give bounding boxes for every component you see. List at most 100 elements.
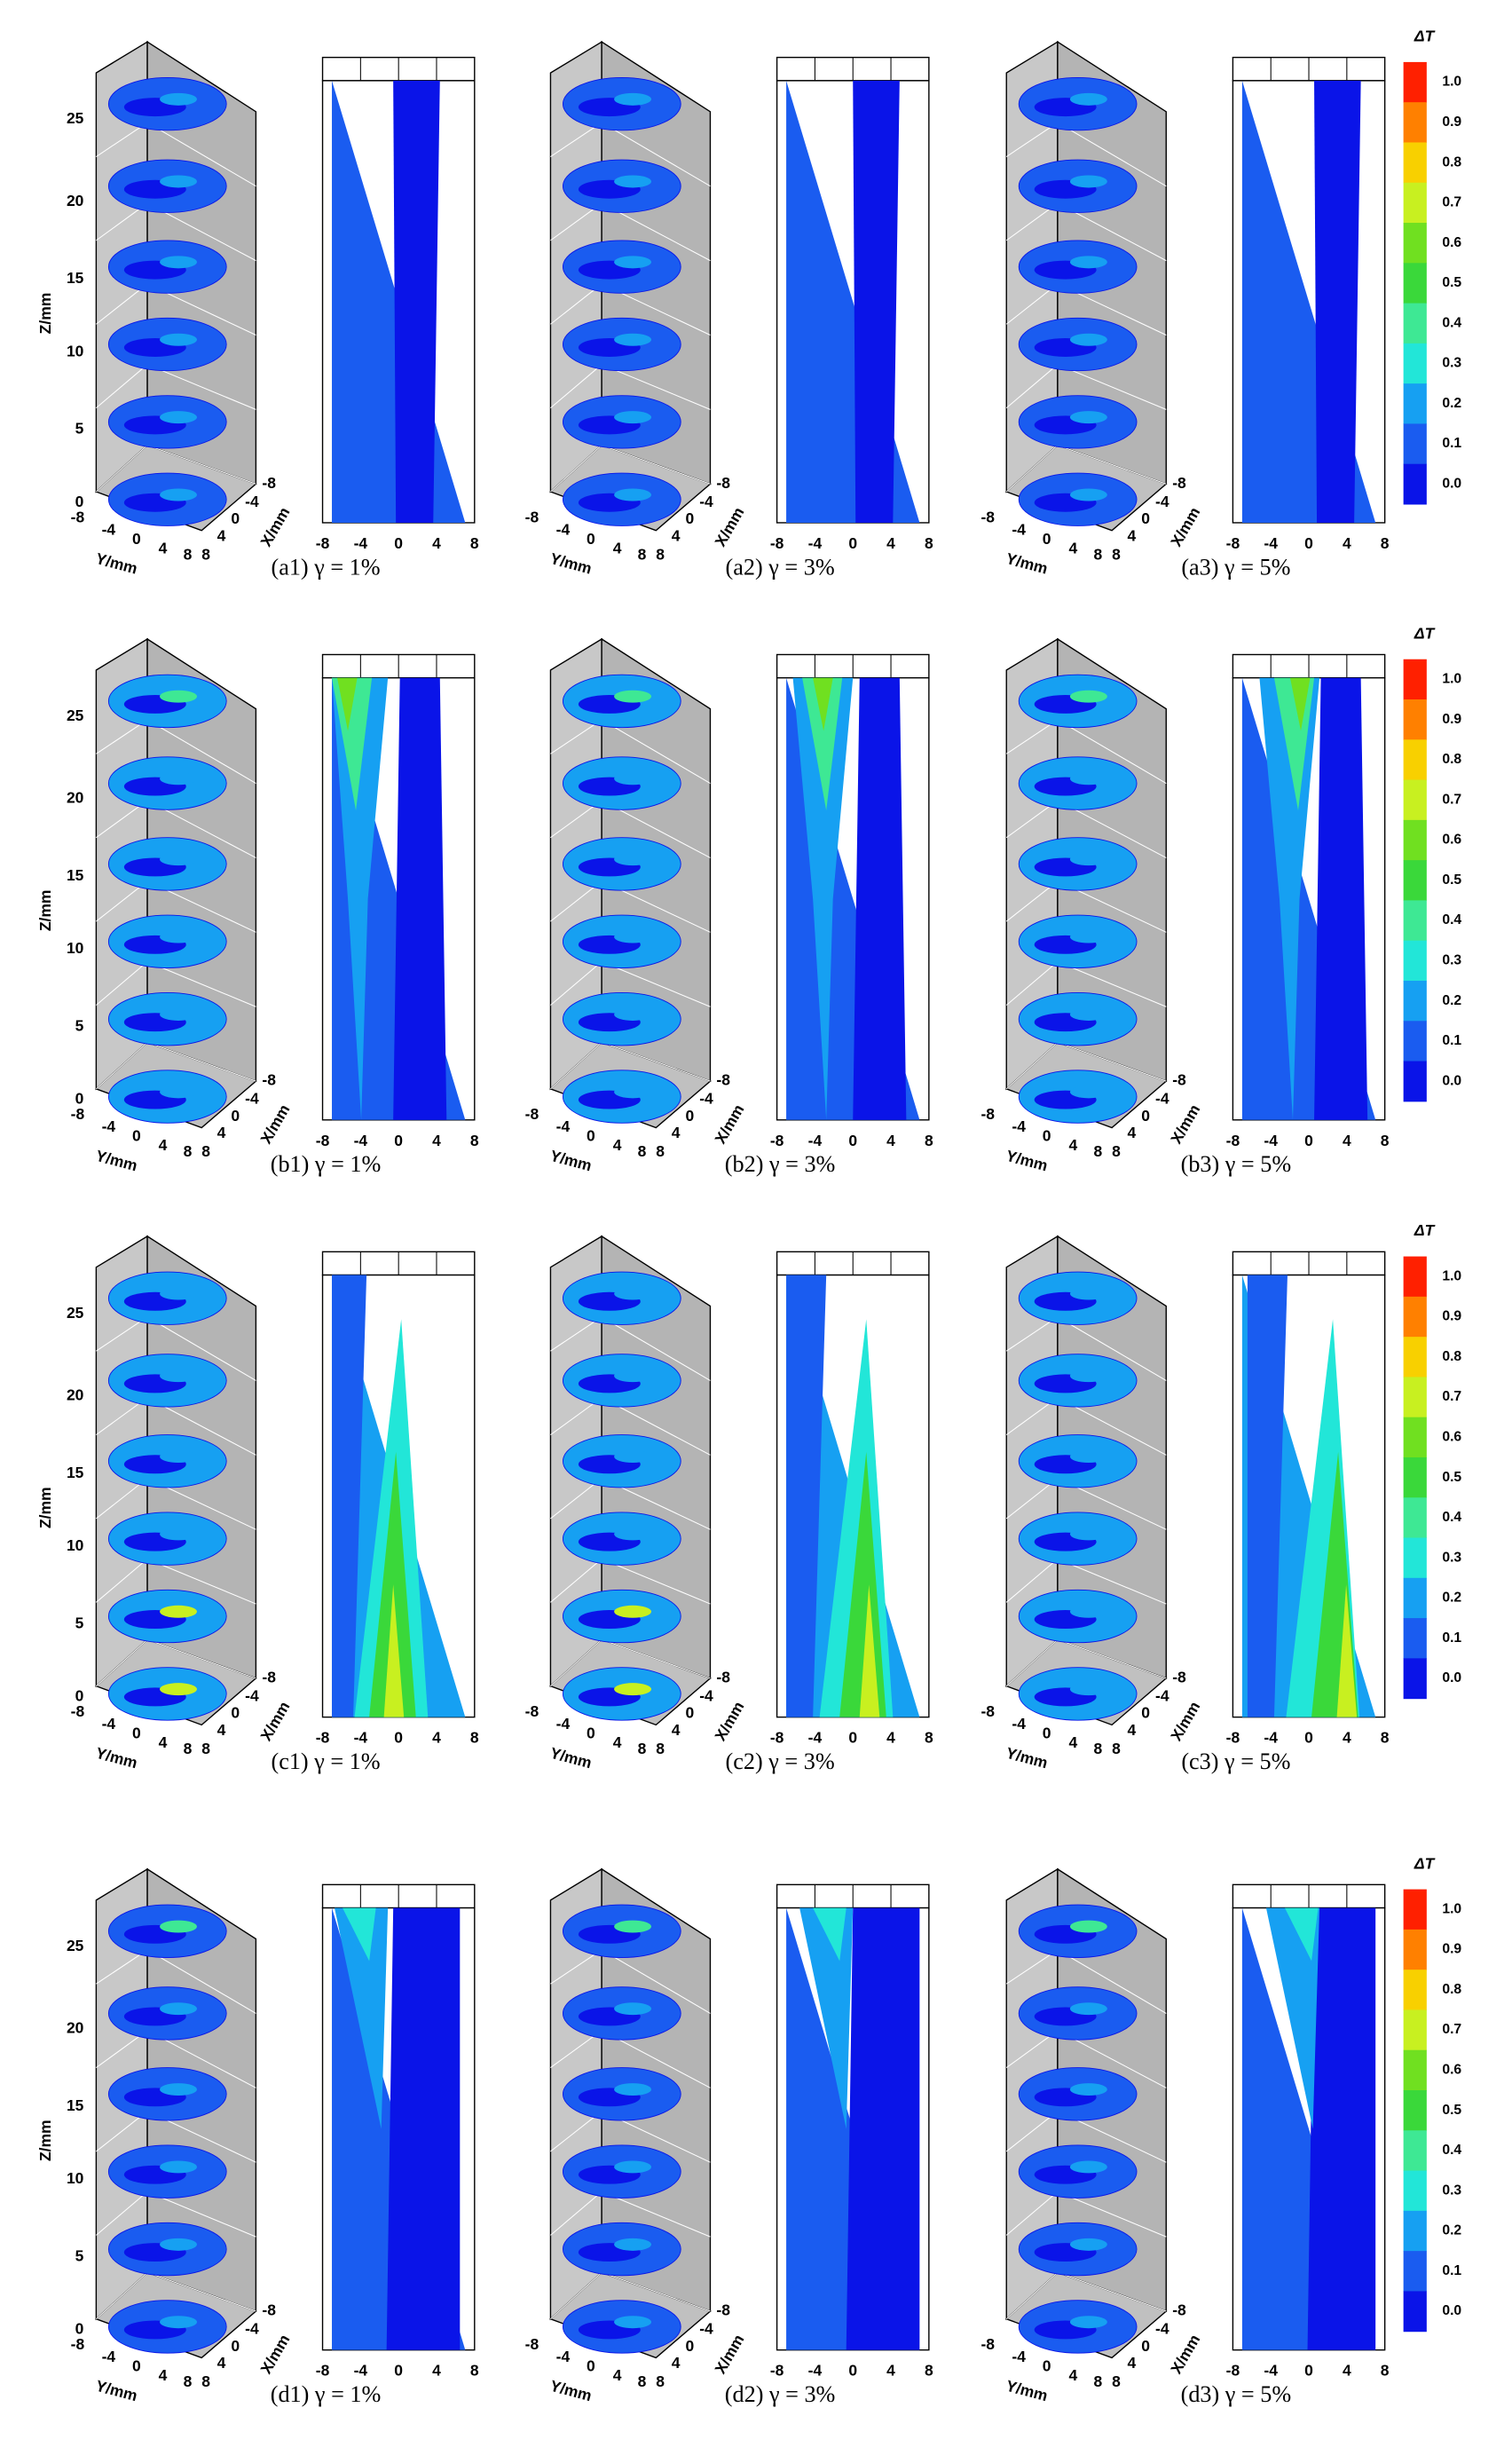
x-axis-label: X/mm <box>256 1699 293 1744</box>
box-grid <box>1005 1558 1059 1603</box>
y-tick-label: 4 <box>1069 1733 1078 1751</box>
contour-tick-label: -8 <box>1226 2362 1240 2380</box>
disc-patch <box>1069 772 1107 785</box>
contour-tick-label: -4 <box>354 1132 368 1149</box>
x-tick-label: -4 <box>699 2320 713 2338</box>
disc-patch <box>614 690 652 703</box>
y-tick-label: 8 <box>1093 1740 1102 1757</box>
z-axis-label: Z/mm <box>36 2120 54 2161</box>
contour-tick-label: -8 <box>316 534 330 552</box>
disc-patch <box>614 1920 652 1933</box>
y-tick-label: -4 <box>102 1117 116 1135</box>
box-grid <box>1057 1316 1167 1381</box>
box-grid <box>1005 445 1059 493</box>
x-tick-label: 8 <box>1112 1142 1121 1160</box>
disc-patch <box>1069 1528 1107 1541</box>
disc-patch <box>1069 690 1107 703</box>
y-axis-label: Y/mm <box>548 1147 594 1175</box>
contour-tick-label: 4 <box>432 1132 441 1149</box>
contour-tick-label: -4 <box>354 1729 368 1747</box>
contour-region <box>813 1907 847 1962</box>
y-tick-label: -4 <box>102 1715 116 1733</box>
colorbar-tick-label: 0.9 <box>1442 712 1461 727</box>
panel: -8-404 8Y/mm 840-4-8X/mm -8 -4 0 4 8(c3) γ = 5% <box>980 1235 1390 1774</box>
disc-patch <box>1069 256 1107 269</box>
contour-tick-label: 0 <box>848 2362 857 2380</box>
contour-tick-label: 0 <box>1304 1132 1313 1149</box>
box-grid <box>601 2271 711 2312</box>
box-grid <box>550 2111 602 2152</box>
disc-patch <box>160 411 197 424</box>
colorbar-segment <box>1403 779 1427 821</box>
box-grid <box>1057 1638 1167 1679</box>
x-tick-label: 8 <box>656 1142 665 1160</box>
colorbar-segment <box>1403 1417 1427 1458</box>
y-tick-label: 0 <box>587 1127 595 1145</box>
colorbar-segment <box>1403 61 1427 103</box>
contour-tick-label: 8 <box>1381 1729 1390 1747</box>
box-grid <box>1005 880 1059 922</box>
x-tick-label: -8 <box>1172 1071 1186 1089</box>
y-tick-label: 8 <box>184 1740 193 1757</box>
disc-patch <box>1069 2316 1107 2329</box>
contour-region <box>1284 1907 1319 1962</box>
x-tick-label: -4 <box>1155 2320 1169 2338</box>
box-grid <box>550 880 602 922</box>
caption: (d1) γ = 1% <box>271 2381 382 2407</box>
box-grid <box>96 1316 148 1352</box>
disc-patch <box>614 92 652 106</box>
x-axis-label: X/mm <box>711 2332 747 2377</box>
box-grid <box>1005 961 1059 1006</box>
box-grid <box>1005 1316 1059 1352</box>
y-tick-label: -8 <box>980 1105 995 1123</box>
colorbar-tick-label: 0.5 <box>1442 872 1461 888</box>
disc-patch <box>614 175 652 188</box>
y-tick-label: 0 <box>132 2356 141 2374</box>
contour-tick-label: -4 <box>354 2362 368 2380</box>
y-tick-label: -8 <box>980 508 995 525</box>
colorbar-tick-label: 1.0 <box>1442 75 1461 90</box>
y-axis-label: Y/mm <box>548 549 594 578</box>
colorbar-segment <box>1403 223 1427 264</box>
box-grid <box>550 1042 602 1090</box>
box-grid <box>1057 445 1167 485</box>
y-tick-label: 4 <box>1069 2366 1078 2384</box>
z-tick-label: 10 <box>67 1536 83 1554</box>
contour-region <box>332 1907 466 2350</box>
contour-region <box>1259 677 1320 1120</box>
y-tick-label: -4 <box>1012 1715 1026 1733</box>
contour-tick-label: 4 <box>1343 2362 1351 2380</box>
colorbar: 1.0 0.9 0.8 0.7 0.6 0.5 0.4 0.3 0.2 0.1 0.0 ΔT <box>1403 28 1461 505</box>
box-grid <box>96 1558 148 1603</box>
colorbar-segment <box>1403 463 1427 505</box>
colorbar-title: ΔT <box>1414 1221 1436 1239</box>
x-tick-label: 4 <box>217 526 226 544</box>
box-grid <box>1057 719 1167 785</box>
contour-tick-label: 8 <box>1381 534 1390 552</box>
colorbar-segment <box>1403 1929 1427 1970</box>
box-grid <box>550 1316 602 1352</box>
colorbar-segment <box>1403 142 1427 184</box>
contour-tick-label: -4 <box>808 2362 823 2380</box>
colorbar-tick-label: 0.3 <box>1442 356 1461 371</box>
contour-tick-label: 8 <box>925 534 933 552</box>
colorbar-tick-label: 0.2 <box>1442 2223 1461 2238</box>
contour-region <box>386 1907 461 2350</box>
box-grid <box>1057 1949 1167 2014</box>
colorbar-tick-label: 0.0 <box>1442 2303 1461 2318</box>
caption: (a1) γ = 1% <box>271 554 380 580</box>
disc-patch <box>1069 1920 1107 1933</box>
x-tick-label: 8 <box>201 1740 210 1757</box>
colorbar-tick-label: 0.9 <box>1442 1309 1461 1324</box>
y-tick-label: -8 <box>71 1105 85 1123</box>
contour-tick-label: 8 <box>470 1132 479 1149</box>
contour-tick-label: 0 <box>394 2362 403 2380</box>
colorbar-segment <box>1403 2130 1427 2172</box>
box-grid <box>601 961 711 1007</box>
disc-patch <box>160 1528 197 1541</box>
caption: (b2) γ = 3% <box>725 1151 836 1177</box>
contour-tick-label: 4 <box>886 534 895 552</box>
colorbar-segment <box>1403 2251 1427 2292</box>
x-axis-label: X/mm <box>256 2332 293 2377</box>
